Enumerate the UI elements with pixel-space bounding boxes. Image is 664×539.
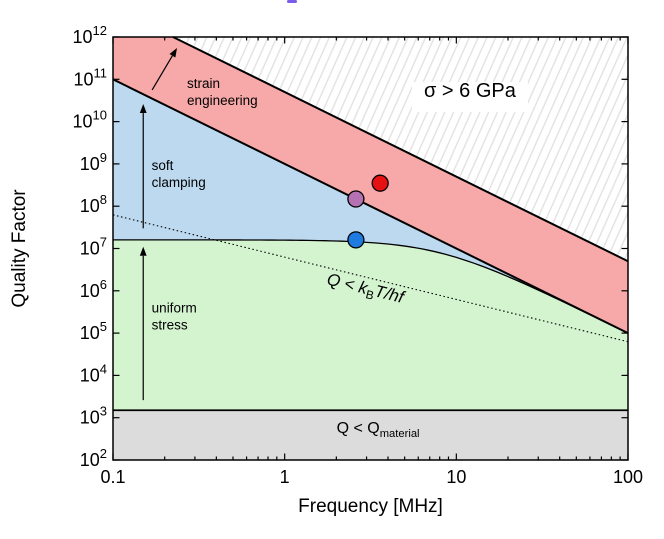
strain-engineering-arrow	[151, 47, 178, 91]
red-point	[371, 174, 389, 192]
material-label: Q < Qmaterial	[337, 420, 420, 440]
y-axis-tick-labels: 1012 1011 1010 109 108 107 106 105 104 103 102	[73, 23, 108, 470]
y-tick-label-1e7: 107	[80, 235, 107, 259]
x-tick-label-10: 10	[446, 467, 466, 487]
sigma-limit-line	[172, 36, 629, 263]
region-uniform-stress	[113, 239, 628, 411]
x-tick-label-1: 1	[280, 467, 290, 487]
x-axis-title: Frequency [MHz]	[298, 496, 443, 517]
region-material-limit	[113, 410, 628, 460]
soft-clamping-limit-line	[112, 78, 629, 334]
soft-clamping-arrow	[139, 104, 147, 229]
thermal-label: Q < kBT/hf	[324, 270, 408, 311]
x-tick-label-100: 100	[613, 467, 643, 487]
x-tick-label-0.1: 0.1	[100, 467, 125, 487]
uniform-stress-arrow	[139, 246, 147, 401]
soft-label: soft clamping	[152, 158, 206, 190]
strain-label: strain engineering	[187, 76, 258, 108]
y-tick-label-1e2: 102	[80, 446, 107, 470]
purple-point	[347, 190, 365, 208]
y-axis-title: Quality Factor	[9, 189, 30, 308]
y-tick-label-1e9: 109	[80, 150, 107, 174]
uniform-stress-limit-line	[113, 239, 629, 334]
blue-point	[347, 231, 365, 249]
sigma-label: σ > 6 GPa	[424, 80, 517, 102]
x-axis-tick-labels: 0.1 1 10 100	[100, 467, 643, 487]
y-tick-label-1e11: 1011	[73, 65, 107, 89]
y-tick-label-1e12: 1012	[73, 23, 108, 47]
y-tick-label-1e3: 103	[80, 404, 107, 428]
y-tick-label-1e8: 108	[80, 192, 107, 216]
y-tick-label-1e4: 104	[80, 361, 107, 385]
y-tick-label-1e5: 105	[80, 319, 107, 343]
cropped-title-artifact	[287, 0, 297, 3]
y-tick-label-1e6: 106	[80, 277, 107, 301]
y-tick-label-1e10: 1010	[73, 108, 108, 132]
axis-ticks	[112, 36, 629, 461]
sigma-label-box	[411, 82, 528, 113]
region-strain-engineering	[113, 37, 628, 334]
uniform-label: uniform stress	[152, 300, 197, 332]
